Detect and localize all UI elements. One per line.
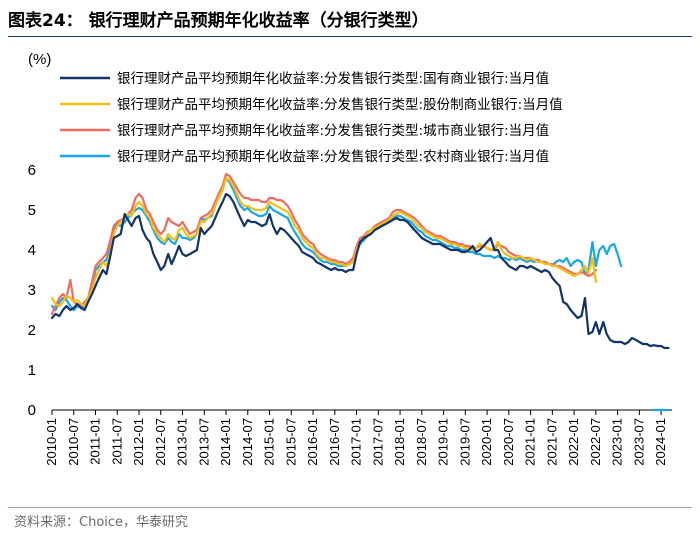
x-tick-label: 2015-01: [262, 418, 277, 466]
x-tick-label: 2017-07: [370, 418, 385, 466]
line-chart: (%) 0 1 2 3 4 5 6 2010-01 2010-07 2011-01 2011-07 2…: [28, 51, 672, 466]
series-line-4: [50, 176, 623, 312]
x-tick-label: 2013-01: [175, 418, 190, 466]
legend-label-1: 银行理财产品平均预期年化收益率:分发售银行类型:国有商业银行:当月值: [117, 70, 549, 87]
y-tick-label: 5: [28, 202, 36, 219]
source-note: 资料来源：Choice，华泰研究: [14, 515, 189, 530]
y-tick-label: 6: [28, 162, 36, 179]
y-tick-label: 3: [28, 282, 36, 299]
x-tick-label: 2018-01: [392, 418, 407, 466]
x-tick-label: 2023-01: [610, 418, 625, 466]
x-tick-label: 2011-01: [88, 418, 103, 465]
y-tick-label: 1: [28, 362, 36, 379]
y-tick-label: 4: [28, 242, 36, 259]
x-tick-label: 2012-07: [153, 418, 168, 466]
x-tick-label: 2015-07: [283, 418, 298, 466]
x-tick-label: 2010-07: [66, 418, 81, 466]
x-tick-label: 2019-01: [436, 418, 451, 466]
x-tick-label: 2024-01: [653, 418, 668, 466]
x-tick-label: 2020-07: [501, 418, 516, 466]
x-tick-label: 2019-07: [457, 418, 472, 466]
x-tick-label: 2021-01: [523, 418, 538, 466]
x-tick-label: 2016-01: [305, 418, 320, 466]
footer-rule: [8, 507, 692, 508]
x-tick-label: 2018-07: [414, 418, 429, 466]
x-tick-label: 2010-01: [44, 418, 59, 466]
series-layer: [50, 172, 670, 412]
series-line-3: [50, 172, 597, 316]
x-tick-label: 2022-01: [566, 418, 581, 466]
legend-label-2: 银行理财产品平均预期年化收益率:分发售银行类型:股份制商业银行:当月值: [117, 96, 563, 113]
y-axis-unit: (%): [28, 51, 51, 68]
x-tick-label: 2016-07: [327, 418, 342, 466]
x-tick-label: 2022-07: [588, 418, 603, 466]
y-tick-label: 2: [28, 322, 36, 339]
figure-title: 图表24： 银行理财产品预期年化收益率（分银行类型）: [8, 11, 429, 31]
x-tick-label: 2013-07: [196, 418, 211, 466]
x-tick-label: 2014-01: [218, 418, 233, 466]
y-unit-layer: (%): [28, 51, 51, 68]
x-tick-label: 2012-01: [131, 418, 146, 466]
series-line-2: [50, 176, 597, 308]
x-tick-label: 2020-01: [479, 418, 494, 466]
legend: 银行理财产品平均预期年化收益率:分发售银行类型:国有商业银行:当月值银行理财产品…: [60, 70, 563, 165]
x-tick-label: 2014-07: [240, 418, 255, 466]
x-tick-label: 2017-01: [349, 418, 364, 466]
series-line-1: [50, 192, 670, 350]
x-tick-label: 2021-07: [544, 418, 559, 466]
axes-layer: 0 1 2 3 4 5 6 2010-01 2010-07 2011-01 2011-07 2012-…: [28, 162, 672, 466]
y-tick-label: 0: [28, 402, 36, 419]
x-tick-label: 2011-07: [109, 418, 124, 465]
legend-label-4: 银行理财产品平均预期年化收益率:分发售银行类型:农村商业银行:当月值: [117, 148, 549, 165]
title-rule: [8, 36, 692, 37]
x-tick-label: 2023-07: [631, 418, 646, 466]
legend-label-3: 银行理财产品平均预期年化收益率:分发售银行类型:城市商业银行:当月值: [117, 122, 549, 139]
